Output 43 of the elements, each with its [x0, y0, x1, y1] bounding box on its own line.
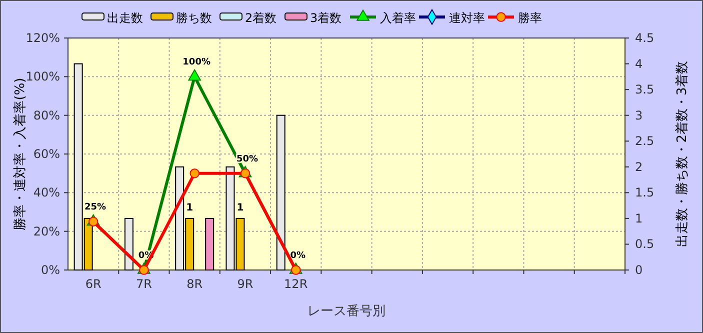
y2-tick-label: 2 — [635, 160, 643, 174]
legend-label: 勝率 — [518, 11, 542, 25]
data-label: 1 — [236, 202, 244, 214]
data-label: 25% — [84, 202, 106, 213]
y-tick-label: 100% — [26, 70, 60, 84]
x-tick-label: 8R — [186, 277, 203, 291]
y-tick-label: 40% — [33, 186, 60, 200]
point — [88, 216, 98, 227]
x-tick-label: 6R — [85, 277, 102, 291]
point — [190, 168, 200, 178]
y-tick-label: 20% — [33, 224, 60, 238]
x-tick-label: 7R — [136, 277, 152, 291]
legend-label: 出走数 — [107, 11, 143, 25]
legend-label: 連対率 — [449, 11, 485, 25]
point — [188, 69, 201, 81]
y2-tick-label: 1.5 — [635, 186, 654, 200]
y2-tick-label: 3 — [635, 108, 643, 122]
y-tick-label: 120% — [26, 31, 60, 45]
y2-axis-title: 出走数・勝ち数・2着数・3着数 — [674, 61, 690, 247]
x-tick-label: 9R — [237, 277, 254, 291]
y-tick-label: 0% — [40, 263, 60, 277]
x-tick-label: 12R — [284, 277, 308, 291]
y2-tick-label: 4.5 — [635, 31, 654, 45]
data-label: 100% — [182, 58, 210, 68]
y2-tick-label: 0.5 — [635, 237, 654, 252]
bar — [276, 114, 286, 270]
y2-tick-label: 3.5 — [635, 82, 654, 97]
legend-label: 勝ち数 — [176, 11, 212, 25]
y-tick-label: 60% — [33, 147, 60, 161]
y-tick-label: 80% — [33, 108, 60, 122]
data-label: 1 — [186, 202, 194, 214]
legend-label: 入着率 — [380, 11, 416, 25]
legend-label: 3着数 — [310, 11, 342, 25]
y2-tick-label: 0 — [635, 263, 643, 277]
bar — [205, 218, 214, 270]
y2-tick-label: 2.5 — [635, 134, 654, 148]
y2-tick-label: 1 — [635, 211, 643, 226]
x-axis-title: レース番号別 — [308, 304, 386, 319]
data-label: 0% — [290, 251, 306, 261]
y-axis-title: 勝率・連対率・入着率(%) — [12, 78, 28, 230]
legend-label: 2着数 — [245, 11, 277, 25]
y2-tick-label: 4 — [635, 56, 643, 71]
bar — [124, 218, 134, 270]
